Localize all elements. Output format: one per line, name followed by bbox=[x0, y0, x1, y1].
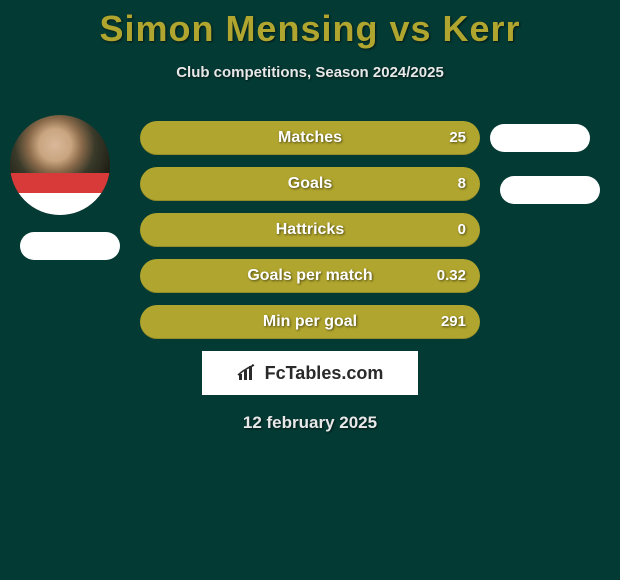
stat-value: 291 bbox=[441, 305, 466, 339]
player-avatar-left bbox=[10, 115, 110, 215]
stat-value: 8 bbox=[458, 167, 466, 201]
stat-bar-goals-per-match: Goals per match 0.32 bbox=[140, 259, 480, 293]
stat-label: Min per goal bbox=[140, 305, 480, 339]
stat-value: 0 bbox=[458, 213, 466, 247]
stat-bar-matches: Matches 25 bbox=[140, 121, 480, 155]
stat-label: Goals bbox=[140, 167, 480, 201]
stat-label: Goals per match bbox=[140, 259, 480, 293]
date-text: 12 february 2025 bbox=[0, 413, 620, 433]
brand-box: FcTables.com bbox=[202, 351, 418, 395]
stat-value: 0.32 bbox=[437, 259, 466, 293]
placeholder-pill-right-mid bbox=[500, 176, 600, 204]
page-title: Simon Mensing vs Kerr bbox=[0, 0, 620, 50]
placeholder-pill-left bbox=[20, 232, 120, 260]
stat-bar-hattricks: Hattricks 0 bbox=[140, 213, 480, 247]
brand-text: FcTables.com bbox=[265, 363, 384, 384]
stat-value: 25 bbox=[449, 121, 466, 155]
subtitle: Club competitions, Season 2024/2025 bbox=[0, 64, 620, 81]
stat-bar-goals: Goals 8 bbox=[140, 167, 480, 201]
stat-label: Hattricks bbox=[140, 213, 480, 247]
stat-label: Matches bbox=[140, 121, 480, 155]
placeholder-pill-right-top bbox=[490, 124, 590, 152]
stat-bar-min-per-goal: Min per goal 291 bbox=[140, 305, 480, 339]
bar-chart-icon bbox=[237, 364, 259, 382]
